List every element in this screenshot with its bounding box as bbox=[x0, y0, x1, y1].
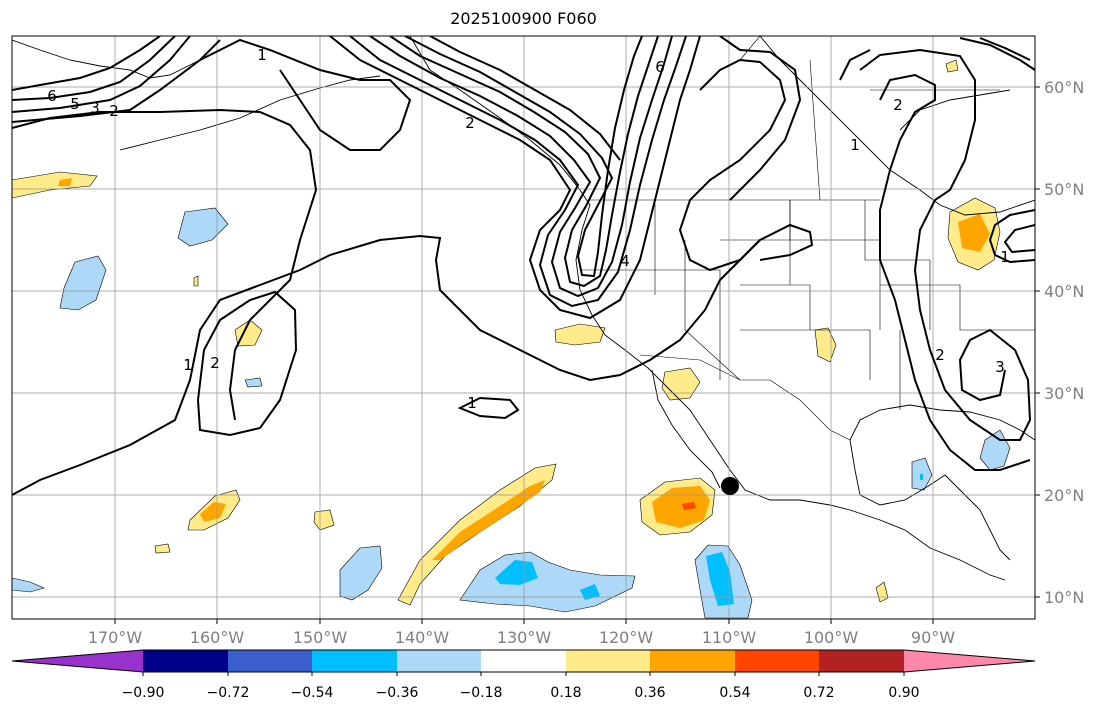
colorbar-label: −0.90 bbox=[122, 685, 165, 701]
lat-tick-label: 20°N bbox=[1044, 486, 1084, 505]
lat-tick-label: 10°N bbox=[1044, 588, 1084, 607]
colorbar-segments bbox=[11, 649, 1036, 673]
contour-label: 1 bbox=[1000, 248, 1010, 266]
map-title: 2025100900 F060 bbox=[450, 9, 597, 28]
colorbar-label: −0.36 bbox=[376, 685, 419, 701]
contour-label: 2 bbox=[210, 354, 220, 372]
contour-label: 1 bbox=[850, 136, 860, 154]
lon-tick-labels: 170°W 160°W 150°W 140°W 130°W 120°W 110°… bbox=[88, 628, 955, 647]
tick-marks bbox=[114, 86, 1040, 624]
colorbar-label: 0.36 bbox=[634, 685, 665, 701]
contour-label: 6 bbox=[655, 58, 665, 76]
contour-label: 6 bbox=[47, 87, 57, 105]
colorbar-label: 0.90 bbox=[888, 685, 919, 701]
contour-label: 3 bbox=[995, 358, 1005, 376]
lon-tick-label: 90°W bbox=[911, 628, 955, 647]
contour-label: 2 bbox=[109, 102, 119, 120]
colorbar: −0.90 −0.72 −0.54 −0.36 −0.18 0.18 0.36 … bbox=[11, 649, 1036, 701]
lat-tick-label: 30°N bbox=[1044, 384, 1084, 403]
contour-label: 2 bbox=[935, 346, 945, 364]
colorbar-segment bbox=[650, 650, 735, 672]
contour-label: 2 bbox=[465, 114, 475, 132]
contour-label: 4 bbox=[620, 252, 630, 270]
lon-tick-label: 120°W bbox=[599, 628, 654, 647]
lat-tick-label: 60°N bbox=[1044, 78, 1084, 97]
contour-label: 5 bbox=[70, 95, 80, 113]
contour-label: 1 bbox=[467, 394, 477, 412]
contour-label: 1 bbox=[183, 356, 193, 374]
colorbar-extend-low bbox=[12, 650, 143, 672]
colorbar-segment bbox=[397, 650, 481, 672]
colorbar-label: −0.54 bbox=[291, 685, 334, 701]
contour-lines bbox=[12, 36, 1035, 496]
colorbar-ticks bbox=[142, 672, 905, 676]
graticule bbox=[12, 36, 1035, 619]
colorbar-segment bbox=[819, 650, 904, 672]
lat-tick-labels: 60°N 50°N 40°N 30°N 20°N 10°N bbox=[1044, 78, 1084, 607]
colorbar-label: 0.18 bbox=[550, 685, 581, 701]
colorbar-label: −0.72 bbox=[207, 685, 250, 701]
colorbar-segment bbox=[566, 650, 650, 672]
map-panel: 6 5 3 2 1 1 2 1 6 4 2 1 2 3 2 1 bbox=[12, 36, 1035, 619]
lon-tick-label: 110°W bbox=[702, 628, 757, 647]
colorbar-segment bbox=[481, 650, 566, 672]
lon-tick-label: 100°W bbox=[804, 628, 859, 647]
lon-tick-label: 150°W bbox=[293, 628, 348, 647]
lat-tick-label: 40°N bbox=[1044, 282, 1084, 301]
lat-tick-label: 50°N bbox=[1044, 180, 1084, 199]
colorbar-segment bbox=[143, 650, 228, 672]
colorbar-label: 0.72 bbox=[803, 685, 834, 701]
lon-tick-label: 140°W bbox=[395, 628, 450, 647]
location-marker-dot bbox=[721, 477, 739, 495]
colorbar-segment bbox=[312, 650, 397, 672]
colorbar-extend-high bbox=[904, 650, 1035, 672]
colorbar-label: −0.18 bbox=[460, 685, 503, 701]
colorbar-labels: −0.90 −0.72 −0.54 −0.36 −0.18 0.18 0.36 … bbox=[122, 685, 920, 701]
lon-tick-label: 160°W bbox=[190, 628, 245, 647]
colorbar-segment bbox=[735, 650, 819, 672]
contour-label: 1 bbox=[257, 46, 267, 64]
contour-label: 2 bbox=[893, 96, 903, 114]
contour-label: 3 bbox=[90, 99, 100, 117]
colorbar-segment bbox=[228, 650, 312, 672]
lon-tick-label: 170°W bbox=[88, 628, 143, 647]
contour-labels: 6 5 3 2 1 1 2 1 6 4 2 1 2 3 2 1 bbox=[47, 46, 1010, 412]
lon-tick-label: 130°W bbox=[497, 628, 552, 647]
colorbar-label: 0.54 bbox=[719, 685, 750, 701]
